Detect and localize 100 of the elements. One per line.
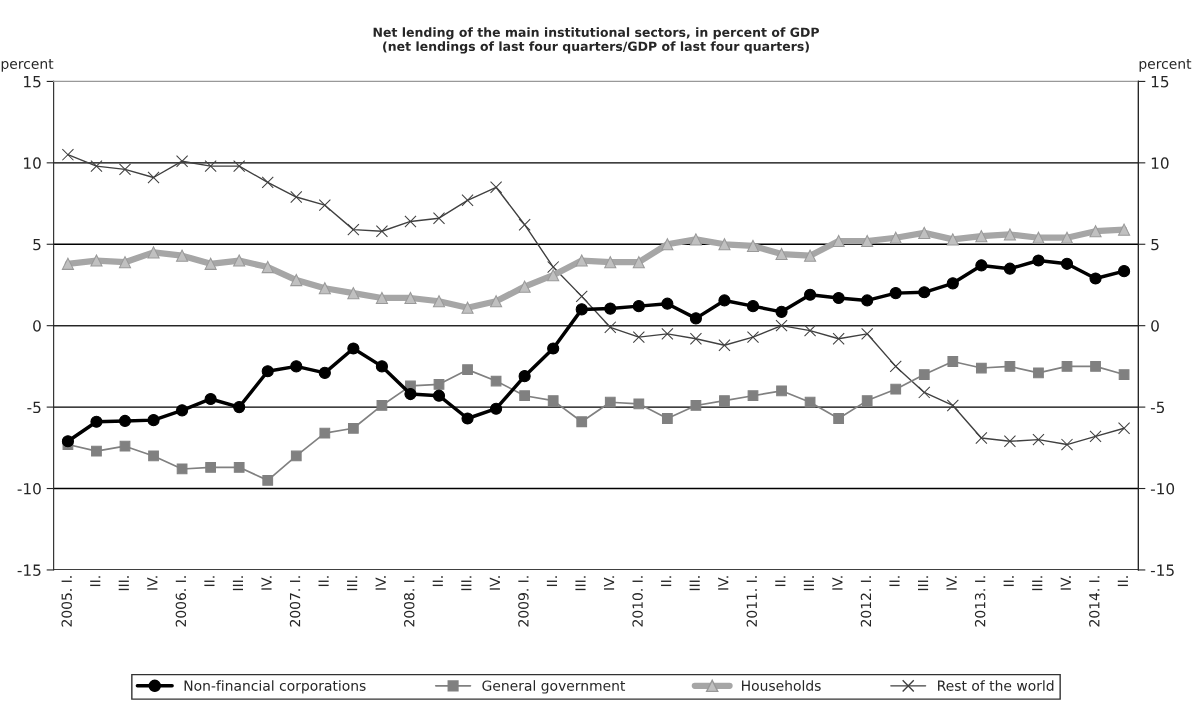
point	[461, 194, 474, 207]
point	[661, 327, 674, 340]
x-tick-label: 2013. I.	[974, 576, 986, 627]
x-tick-label: II.	[432, 576, 443, 587]
point	[547, 260, 560, 274]
legend-label: General government	[482, 680, 626, 694]
x-tick-label: II.	[661, 576, 672, 587]
point	[404, 388, 417, 401]
x-tick-label: III.	[917, 576, 929, 591]
point	[119, 440, 131, 452]
point	[661, 413, 673, 424]
y2-tick-label: -10	[1150, 482, 1175, 495]
point	[518, 218, 531, 231]
point	[518, 280, 531, 293]
point	[1003, 435, 1016, 448]
point	[718, 238, 731, 251]
point	[233, 160, 246, 173]
point	[946, 399, 959, 412]
point	[918, 386, 931, 399]
point	[804, 288, 817, 301]
x-tick-label: III.	[803, 576, 814, 591]
x-tick-label: II.	[546, 576, 558, 587]
point	[90, 415, 103, 428]
point	[118, 414, 132, 428]
legend-label: Non-financial corporations	[184, 680, 366, 694]
x-tick-label: 2009. I.	[518, 576, 529, 627]
point	[61, 435, 74, 448]
point	[375, 225, 388, 238]
point	[290, 450, 302, 462]
x-tick-label: IV.	[1060, 576, 1071, 590]
point	[689, 312, 702, 325]
point	[1003, 262, 1016, 275]
point	[604, 321, 617, 334]
point	[1032, 254, 1045, 267]
point	[90, 160, 103, 173]
point	[1090, 361, 1101, 372]
point	[318, 366, 331, 379]
point	[1060, 231, 1074, 244]
x-tick-label: IV.	[946, 576, 957, 590]
point	[290, 274, 303, 287]
point	[233, 401, 246, 414]
point	[147, 414, 160, 427]
point	[946, 233, 959, 246]
point	[718, 339, 731, 352]
point	[775, 247, 788, 261]
point	[1033, 367, 1044, 379]
point	[861, 395, 873, 406]
point	[832, 332, 845, 345]
point	[918, 286, 931, 299]
y-tick-label: 5	[33, 238, 41, 251]
point	[889, 231, 902, 244]
x-tick-label: II.	[889, 576, 900, 587]
y-tick-label: 10	[24, 157, 41, 169]
x-tick-label: 2010. I.	[632, 576, 643, 627]
x-tick-label: IV.	[147, 576, 158, 590]
legend-label: Rest of the world	[938, 680, 1054, 691]
point	[90, 254, 103, 267]
point	[290, 360, 303, 373]
point	[432, 389, 446, 402]
point	[461, 412, 474, 425]
y2-axis-title: percent	[1139, 59, 1192, 72]
point	[319, 427, 331, 439]
y2-tick-label: 0	[1151, 320, 1159, 332]
point	[547, 395, 559, 406]
x-tick-label: 2005. I.	[61, 576, 72, 627]
point	[975, 259, 988, 272]
point	[890, 383, 902, 395]
point	[975, 230, 988, 243]
point	[690, 400, 702, 411]
y-tick-label: 0	[33, 320, 41, 332]
point	[176, 155, 189, 168]
point	[432, 295, 446, 308]
point	[1089, 225, 1102, 238]
point	[1060, 438, 1074, 451]
point	[746, 331, 760, 344]
y-tick-label: -10	[17, 482, 41, 495]
point	[861, 234, 874, 248]
x-tick-label: IV.	[375, 576, 386, 590]
point	[261, 365, 274, 378]
point	[746, 239, 760, 252]
point	[661, 297, 674, 310]
point	[404, 215, 417, 228]
x-tick-label: II.	[90, 576, 101, 587]
x-tick-label: 2007. I.	[289, 576, 301, 627]
point	[832, 234, 845, 248]
x-tick-label: 2014. I.	[1089, 576, 1100, 627]
point	[404, 291, 417, 305]
point	[176, 404, 189, 417]
point	[205, 461, 217, 473]
point	[575, 290, 588, 303]
y2-tick-label: 10	[1151, 157, 1169, 169]
point	[1003, 228, 1016, 241]
point	[261, 176, 274, 189]
point	[632, 256, 645, 269]
point	[775, 319, 788, 332]
point	[233, 254, 246, 267]
point	[118, 163, 132, 176]
legend-label: Households	[742, 680, 821, 691]
x-tick-label: III.	[232, 576, 244, 591]
point	[490, 402, 503, 415]
